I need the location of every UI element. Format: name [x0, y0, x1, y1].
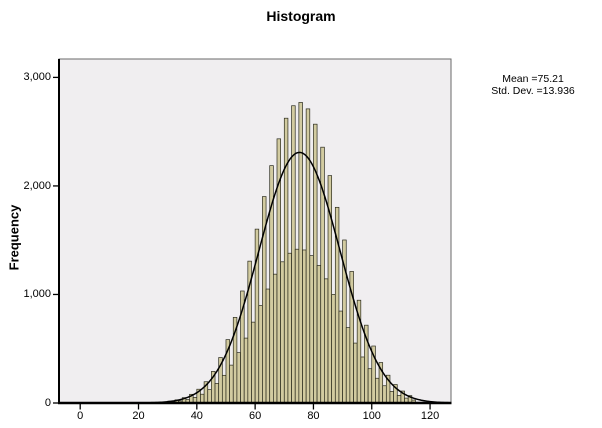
histogram-bar	[287, 252, 292, 404]
histogram-bar	[214, 383, 220, 404]
y-tick-label: 3,000	[23, 71, 51, 84]
histogram-bar	[236, 352, 241, 404]
mean-value-label: Mean =75.21	[502, 73, 564, 85]
y-tick-label: 2,000	[23, 179, 51, 192]
histogram-bar	[291, 105, 296, 404]
x-tick-label: 60	[249, 410, 262, 422]
y-tick-label: 1,000	[23, 288, 51, 301]
histogram-bar	[283, 117, 289, 404]
histogram-bar	[280, 261, 285, 404]
histogram-bar	[353, 342, 358, 404]
histogram-bar	[265, 288, 271, 404]
histogram-bar	[243, 337, 249, 404]
x-tick-label: 0	[77, 410, 84, 422]
x-tick-label: 40	[190, 410, 203, 422]
histogram-bar	[207, 389, 212, 404]
histogram-bar	[221, 374, 227, 404]
x-tick-label: 20	[132, 410, 145, 422]
histogram-bar	[258, 305, 263, 404]
histogram-bar	[200, 393, 205, 404]
histogram-bar	[375, 377, 380, 404]
histogram-bar	[331, 294, 336, 404]
histogram-bar	[338, 310, 343, 404]
x-tick-label: 100	[362, 410, 381, 422]
x-tick-label: 120	[420, 410, 440, 422]
histogram-bar	[345, 327, 351, 404]
x-tick-label: 80	[307, 410, 320, 422]
histogram-bar	[294, 248, 300, 404]
histogram-bar	[367, 368, 373, 404]
std-dev-value-label: Std. Dev. =13.936	[491, 84, 575, 97]
histogram-bar	[382, 385, 387, 404]
histogram-bar	[302, 249, 307, 404]
histogram-bar	[251, 321, 256, 404]
stats-annotation: Mean =75.21 Std. Dev. =13.936	[470, 73, 596, 97]
histogram-bar	[305, 108, 311, 404]
histogram-bar	[298, 102, 303, 404]
histogram-bar	[273, 273, 278, 404]
histogram-bar	[389, 391, 394, 404]
histogram-bar	[360, 356, 365, 404]
histogram-bar	[324, 278, 329, 404]
histogram-bar	[313, 123, 318, 404]
histogram-bar	[229, 364, 234, 404]
histogram-bar	[309, 255, 314, 404]
histogram-bar	[316, 265, 322, 404]
y-tick-label: 0	[44, 397, 51, 409]
chart-title: Histogram	[266, 8, 336, 24]
